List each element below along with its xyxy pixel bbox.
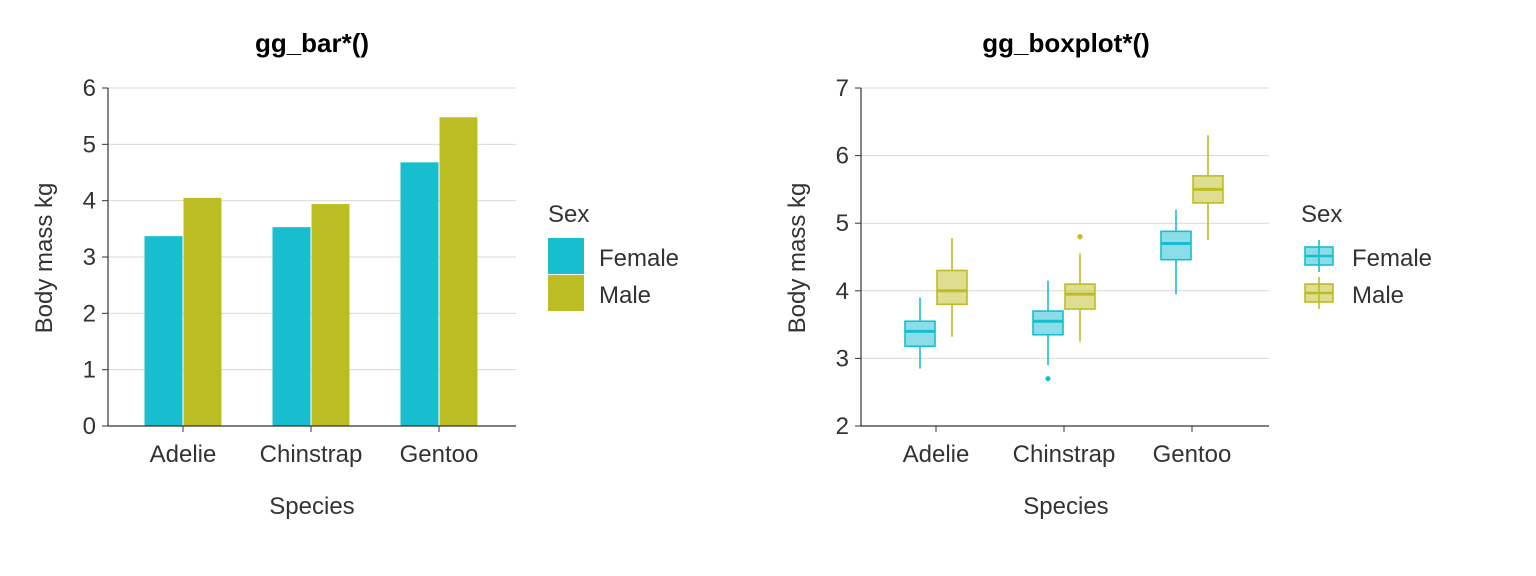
bar-male-chinstrap xyxy=(311,204,350,426)
box-iqr-female-chinstrap xyxy=(1032,310,1064,336)
bar-legend: Sex Female Male xyxy=(548,201,679,311)
box-axes xyxy=(855,87,1269,432)
bar-female-gentoo xyxy=(400,162,439,427)
box-legend-title: Sex xyxy=(1301,201,1342,228)
bar-legend-label-female: Female xyxy=(599,245,679,272)
box-iqr-female-adelie xyxy=(904,320,936,348)
box-x-axis-label: Species xyxy=(1023,493,1108,520)
bar-male-adelie xyxy=(183,197,222,426)
box-y-tick-label: 2 xyxy=(836,413,849,440)
box-outlier-female-chinstrap xyxy=(1045,376,1051,382)
box-iqr-male-adelie xyxy=(936,269,968,306)
bar-y-tick-labels: 0 1 2 3 4 5 6 xyxy=(83,75,96,440)
box-x-tick-label: Gentoo xyxy=(1153,441,1232,468)
box-y-tick-label: 6 xyxy=(836,143,849,170)
bar-x-tick-labels: Adelie Chinstrap Gentoo xyxy=(150,441,479,468)
box-iqr-female-gentoo xyxy=(1160,230,1192,261)
bar-y-tick-label: 1 xyxy=(83,357,96,384)
bar-y-tick-label: 0 xyxy=(83,413,96,440)
bar-y-tick-label: 6 xyxy=(83,75,96,102)
box-y-tick-label: 5 xyxy=(836,210,849,237)
bar-legend-key-male xyxy=(548,275,584,311)
box-legend-label-male: Male xyxy=(1352,282,1404,309)
box-y-tick-label: 3 xyxy=(836,345,849,372)
bar-axes xyxy=(102,87,516,432)
bar-male-gentoo xyxy=(439,117,478,426)
box-x-tick-labels: Adelie Chinstrap Gentoo xyxy=(903,441,1232,468)
bar-x-tick-label: Gentoo xyxy=(400,441,479,468)
box-y-tick-label: 7 xyxy=(836,75,849,102)
bar-x-axis-label: Species xyxy=(269,493,354,520)
bar-y-tick-label: 5 xyxy=(83,131,96,158)
box-y-tick-label: 4 xyxy=(836,278,849,305)
bar-female-chinstrap xyxy=(272,227,311,426)
box-x-tick-label: Chinstrap xyxy=(1013,441,1116,468)
bar-x-tick-label: Adelie xyxy=(150,441,217,468)
bar-chart-title: gg_bar*() xyxy=(255,28,369,58)
box-outlier-male-chinstrap xyxy=(1077,234,1083,240)
bar-y-axis-label: Body mass kg xyxy=(31,183,58,334)
box-legend-label-female: Female xyxy=(1352,245,1432,272)
boxplot-title: gg_boxplot*() xyxy=(982,28,1150,58)
box-legend: Sex Female Male xyxy=(1301,201,1432,309)
bar-legend-key-female xyxy=(548,238,584,274)
box-y-tick-labels: 2 3 4 5 6 7 xyxy=(836,75,849,440)
bar-legend-label-male: Male xyxy=(599,282,651,309)
box-marks xyxy=(904,135,1224,382)
bar-x-tick-label: Chinstrap xyxy=(260,441,363,468)
bar-marks xyxy=(144,117,478,427)
boxplot-panel: gg_boxplot*() 2 3 4 5 6 7 Adelie Chinstrap Gent… xyxy=(784,28,1432,520)
box-iqr-male-chinstrap xyxy=(1064,283,1096,310)
bar-y-tick-label: 3 xyxy=(83,244,96,271)
box-y-axis-label: Body mass kg xyxy=(784,183,811,334)
bar-y-tick-label: 2 xyxy=(83,300,96,327)
box-x-tick-label: Adelie xyxy=(903,441,970,468)
bar-female-adelie xyxy=(144,236,183,426)
bar-legend-title: Sex xyxy=(548,201,589,228)
bar-y-tick-label: 4 xyxy=(83,188,96,215)
